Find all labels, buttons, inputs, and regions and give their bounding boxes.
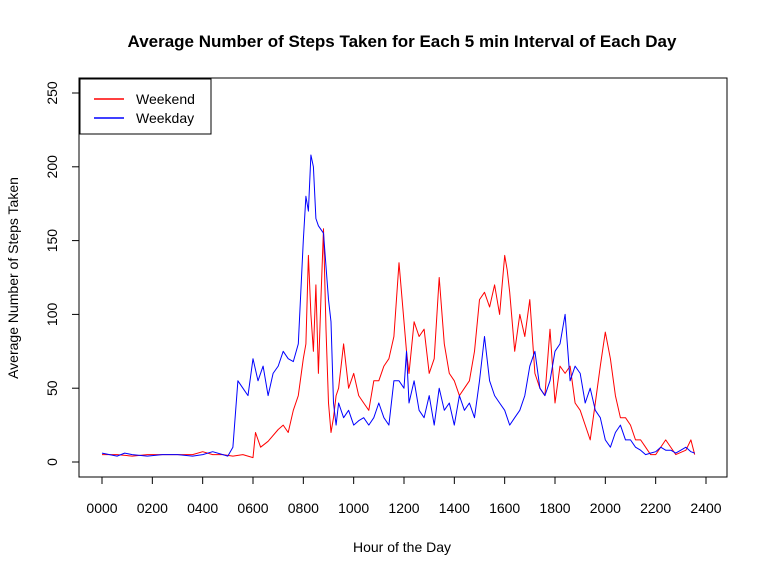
x-axis-label: Hour of the Day [353, 539, 451, 555]
x-tick-label: 0000 [86, 500, 117, 516]
x-tick-label: 1600 [489, 500, 520, 516]
y-tick-label: 100 [44, 303, 60, 327]
y-tick-label: 200 [44, 155, 60, 179]
y-tick-label: 250 [44, 81, 60, 105]
legend-label-weekday: Weekday [136, 110, 194, 126]
y-tick-label: 0 [44, 458, 60, 466]
x-tick-label: 2200 [640, 500, 671, 516]
legend-label-weekend: Weekend [136, 91, 195, 107]
x-tick-label: 2400 [690, 500, 721, 516]
y-axis: 0 50 100 150 200 250 [44, 81, 80, 466]
x-tick-label: 0400 [187, 500, 218, 516]
series-line-weekday [101, 154, 695, 457]
legend: Weekend Weekday [79, 78, 212, 135]
x-tick-label: 1000 [338, 500, 369, 516]
x-tick-label: 0800 [288, 500, 319, 516]
y-axis-label: Average Number of Steps Taken [5, 177, 21, 379]
plot-area [78, 77, 728, 478]
x-axis: 0000 0200 0400 0600 0800 1000 1200 1400 1600 1800… [86, 476, 722, 516]
y-tick-label: 150 [44, 229, 60, 253]
x-tick-label: 1800 [539, 500, 570, 516]
x-tick-label: 1400 [439, 500, 470, 516]
x-tick-label: 1200 [388, 500, 419, 516]
x-tick-label: 0600 [237, 500, 268, 516]
series-line-weekend [102, 228, 696, 459]
y-tick-label: 50 [44, 380, 60, 396]
chart-title: Average Number of Steps Taken for Each 5… [128, 32, 677, 51]
series-layer [101, 154, 696, 459]
x-tick-label: 2000 [590, 500, 621, 516]
x-tick-label: 0200 [137, 500, 168, 516]
legend-box [79, 78, 212, 135]
